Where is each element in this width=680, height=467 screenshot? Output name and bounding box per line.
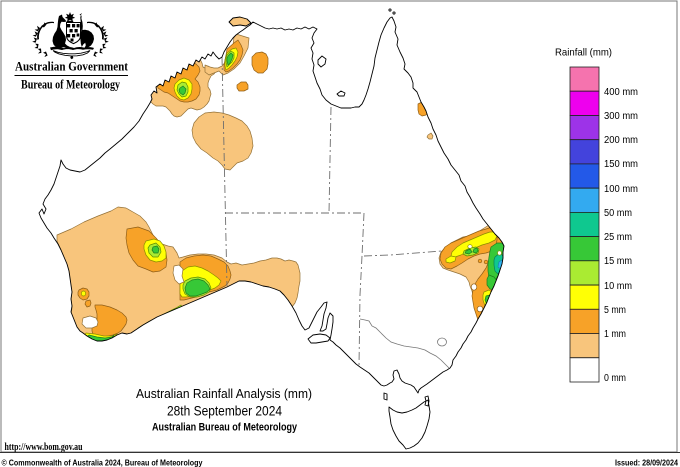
svg-text:5 mm: 5 mm <box>604 305 626 316</box>
svg-text:150 mm: 150 mm <box>604 159 638 170</box>
svg-text:28th September 2024: 28th September 2024 <box>167 404 282 419</box>
svg-text:http://www.bom.gov.au: http://www.bom.gov.au <box>5 442 83 453</box>
svg-text:100 mm: 100 mm <box>604 184 638 195</box>
svg-text:15 mm: 15 mm <box>604 256 632 267</box>
svg-text:25 mm: 25 mm <box>604 232 632 243</box>
svg-text:Australian Rainfall Analysis (: Australian Rainfall Analysis (mm) <box>136 386 312 401</box>
svg-text:Bureau of Meteorology: Bureau of Meteorology <box>21 78 121 92</box>
svg-text:Australian Bureau of Meteorolo: Australian Bureau of Meteorology <box>152 422 298 434</box>
svg-text:Issued: 28/09/2024: Issued: 28/09/2024 <box>615 458 678 467</box>
svg-text:400 mm: 400 mm <box>604 87 638 98</box>
svg-text:200 mm: 200 mm <box>604 135 638 146</box>
svg-text:10 mm: 10 mm <box>604 281 632 292</box>
svg-text:Australian Government: Australian Government <box>15 59 129 74</box>
svg-text:Rainfall (mm): Rainfall (mm) <box>555 47 612 59</box>
svg-text:© Commonwealth of Australia 20: © Commonwealth of Australia 2024, Bureau… <box>2 459 203 467</box>
svg-text:0 mm: 0 mm <box>604 373 626 384</box>
svg-text:300 mm: 300 mm <box>604 111 638 122</box>
svg-text:1 mm: 1 mm <box>604 329 626 340</box>
svg-text:50 mm: 50 mm <box>604 208 632 219</box>
